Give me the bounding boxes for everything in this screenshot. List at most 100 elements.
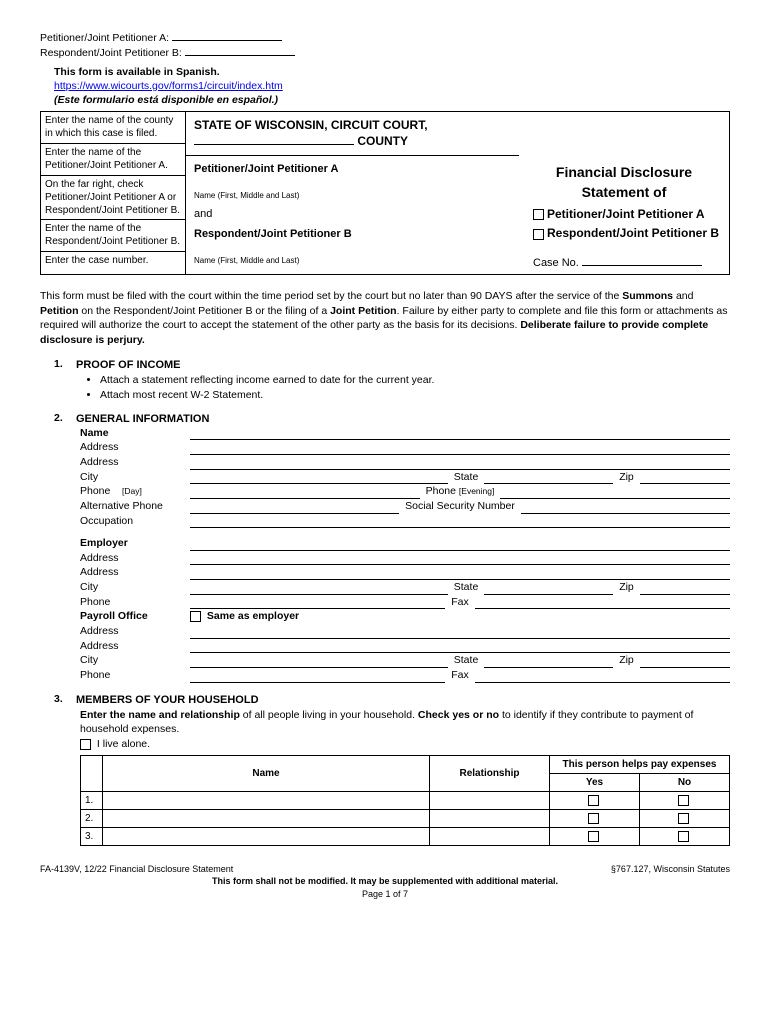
main-header-box: Enter the name of the county in which th… [40, 111, 730, 275]
row1-rel[interactable] [430, 791, 550, 809]
live-alone-checkbox[interactable] [80, 739, 91, 750]
court-header: STATE OF WISCONSIN, CIRCUIT COURT, [194, 118, 511, 134]
ssn-label: Social Security Number [405, 500, 515, 514]
phone-day-field[interactable] [190, 487, 420, 499]
sec3-title: MEMBERS OF YOUR HOUSEHOLD [76, 693, 730, 707]
pay-city-field[interactable] [190, 656, 448, 668]
employer-label: Employer [80, 537, 190, 551]
checkbox-pet-b[interactable] [533, 229, 544, 240]
phone-evening-field[interactable] [500, 487, 730, 499]
section-3: 3. MEMBERS OF YOUR HOUSEHOLD [54, 693, 730, 707]
instr-pet-a: Enter the name of the Petitioner/Joint P… [41, 144, 185, 176]
row2-no-checkbox[interactable] [678, 813, 689, 824]
checkbox-pet-a[interactable] [533, 209, 544, 220]
name-field[interactable] [190, 428, 730, 440]
row2-yes-checkbox[interactable] [588, 813, 599, 824]
day-label: [Day] [122, 486, 142, 496]
table-row: 3. [81, 827, 730, 845]
spanish-line1: This form is available in Spanish. [54, 66, 730, 80]
case-no-label: Case No. [533, 257, 579, 269]
row1-name[interactable] [103, 791, 430, 809]
occupation-field[interactable] [190, 516, 730, 528]
addr1-field[interactable] [190, 443, 730, 455]
col-name: Name [103, 755, 430, 791]
row2-rel[interactable] [430, 809, 550, 827]
pay-zip-field[interactable] [640, 656, 730, 668]
emp-addr2-field[interactable] [190, 568, 730, 580]
zip-field[interactable] [640, 472, 730, 484]
row3-rel[interactable] [430, 827, 550, 845]
col-no: No [640, 773, 730, 791]
alt-phone-label: Alternative Phone [80, 500, 190, 514]
state-field[interactable] [484, 472, 613, 484]
emp-state-field[interactable] [484, 583, 613, 595]
county-blank[interactable] [194, 144, 354, 145]
row2-name[interactable] [103, 809, 430, 827]
ssn-field[interactable] [521, 502, 730, 514]
evening-label: [Evening] [459, 486, 494, 496]
and-text: and [194, 207, 511, 221]
spanish-note: This form is available in Spanish. https… [54, 66, 730, 107]
caption-column: STATE OF WISCONSIN, CIRCUIT COURT, COUNT… [186, 112, 519, 274]
case-no-blank[interactable] [582, 265, 702, 266]
county-suffix: COUNTY [354, 134, 408, 148]
row3-name[interactable] [103, 827, 430, 845]
spanish-url-link[interactable]: https://www.wicourts.gov/forms1/circuit/… [54, 80, 283, 92]
instr-check: On the far right, check Petitioner/Joint… [41, 176, 185, 220]
row3-no-checkbox[interactable] [678, 831, 689, 842]
employer-field[interactable] [190, 539, 730, 551]
payroll-label: Payroll Office [80, 610, 190, 624]
petitioner-a-blank[interactable] [172, 40, 282, 41]
live-alone-label: I live alone. [97, 738, 150, 750]
sec1-bullet-2: Attach most recent W-2 Statement. [100, 389, 730, 403]
pay-state-field[interactable] [484, 656, 613, 668]
row1-yes-checkbox[interactable] [588, 795, 599, 806]
phone-label: Phone [80, 485, 110, 497]
pay-phone-field[interactable] [190, 671, 445, 683]
pay-zip-label: Zip [619, 654, 634, 668]
city-label: City [80, 471, 190, 485]
emp-city-label: City [80, 581, 190, 595]
row3-yes-checkbox[interactable] [588, 831, 599, 842]
name-hint-b: Name (First, Middle and Last) [194, 256, 511, 266]
instr-case-no: Enter the case number. [41, 252, 185, 270]
opt-b-label: Respondent/Joint Petitioner B [547, 226, 719, 240]
sec1-bullet-1: Attach a statement reflecting income ear… [100, 374, 730, 388]
petitioner-b-blank[interactable] [185, 55, 295, 56]
petitioner-b-label: Respondent/Joint Petitioner B: [40, 47, 182, 59]
pay-addr1-field[interactable] [190, 627, 730, 639]
pay-addr2-field[interactable] [190, 641, 730, 653]
col-helps: This person helps pay expenses [550, 755, 730, 773]
section-2: 2. GENERAL INFORMATION [54, 412, 730, 426]
name-label: Name [80, 427, 190, 441]
household-table: Name Relationship This person helps pay … [80, 755, 730, 846]
addr2-label: Address [80, 456, 190, 470]
emp-zip-field[interactable] [640, 583, 730, 595]
emp-phone-field[interactable] [190, 597, 445, 609]
alt-phone-field[interactable] [190, 502, 399, 514]
same-employer-checkbox[interactable] [190, 611, 201, 622]
sec1-title: PROOF OF INCOME [76, 358, 730, 372]
state-label: State [454, 471, 479, 485]
city-field[interactable] [190, 472, 448, 484]
footer-left: FA-4139V, 12/22 Financial Disclosure Sta… [40, 864, 233, 876]
emp-fax-field[interactable] [475, 597, 730, 609]
name-hint-a: Name (First, Middle and Last) [194, 191, 511, 201]
form-title-1: Financial Disclosure [525, 163, 723, 183]
col-relationship: Relationship [430, 755, 550, 791]
spanish-line2: (Este formulario está disponible en espa… [54, 94, 730, 108]
emp-city-field[interactable] [190, 583, 448, 595]
same-employer-label: Same as employer [207, 610, 299, 622]
instr-county: Enter the name of the county in which th… [41, 112, 185, 144]
petitioner-a-label: Petitioner/Joint Petitioner A: [40, 32, 169, 44]
row1-no-checkbox[interactable] [678, 795, 689, 806]
pay-fax-field[interactable] [475, 671, 730, 683]
sec2-title: GENERAL INFORMATION [76, 412, 730, 426]
opt-a-label: Petitioner/Joint Petitioner A [547, 207, 705, 221]
emp-addr1-field[interactable] [190, 553, 730, 565]
emp-phone-label: Phone [80, 596, 190, 610]
addr1-label: Address [80, 441, 190, 455]
addr2-field[interactable] [190, 458, 730, 470]
top-petitioner-fields: Petitioner/Joint Petitioner A: Responden… [40, 32, 730, 60]
page-number: Page 1 of 7 [40, 889, 730, 901]
